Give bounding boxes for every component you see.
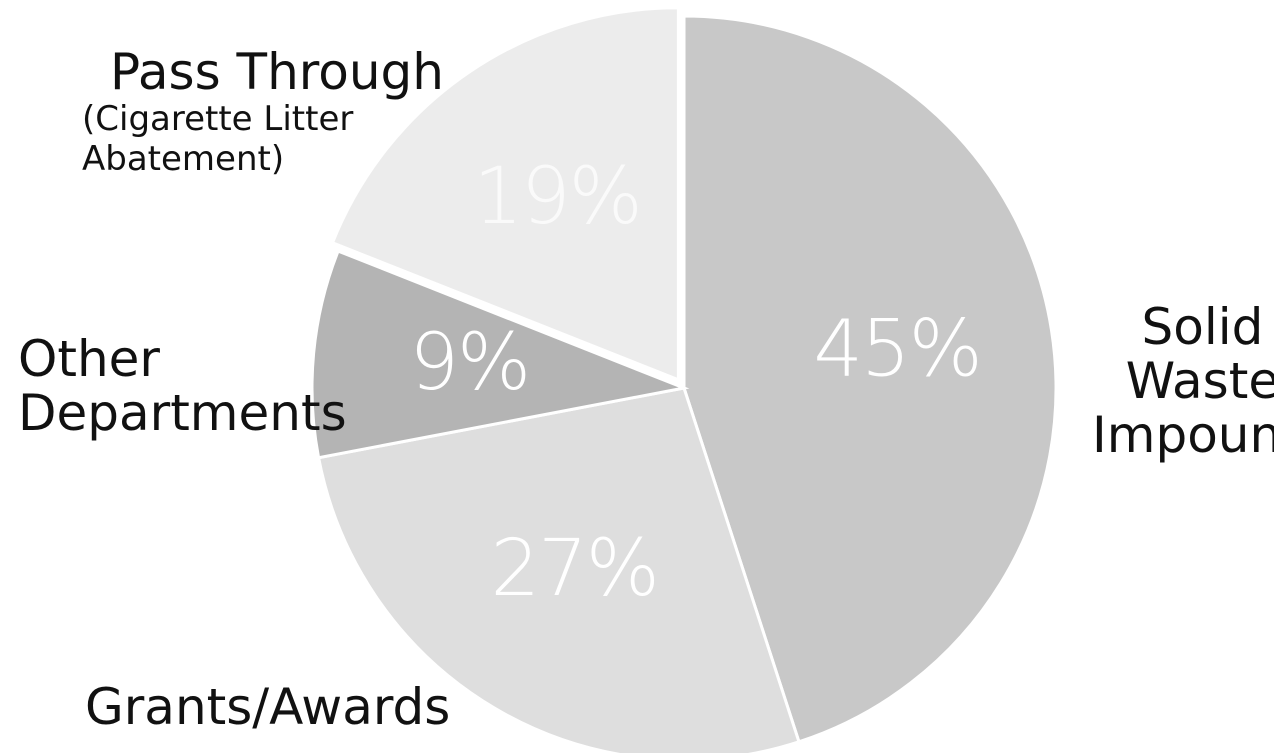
value-label: 19% [473, 152, 640, 242]
label-grants-awards: Grants/Awards [85, 680, 450, 734]
slice-other-departments [310, 249, 690, 460]
label-line: Pass Through [110, 43, 444, 101]
value-label: 9% [409, 318, 529, 408]
label-solid-waste-impound: Solid Waste Impound [1092, 300, 1274, 462]
label-line: Solid [1141, 298, 1264, 356]
slice-solid-waste-impound [682, 14, 1058, 744]
label-line: Grants/Awards [85, 678, 451, 736]
sublabel-line: Abatement) [82, 139, 285, 180]
value-label: 27% [490, 524, 657, 614]
value-label: 45% [813, 305, 980, 395]
sublabel-line: (Cigarette Litter [82, 99, 354, 139]
slice-grants-awards [316, 386, 801, 753]
label-line: Other [18, 330, 160, 388]
label-other-departments: Other Departments [18, 332, 347, 440]
label-line: Waste [1125, 352, 1274, 410]
slice-pass-through [330, 6, 680, 382]
label-pass-through: Pass Through (Cigarette Litter Abatement… [82, 45, 444, 179]
label-line: Departments [18, 384, 347, 442]
label-line: Impound [1092, 406, 1274, 464]
